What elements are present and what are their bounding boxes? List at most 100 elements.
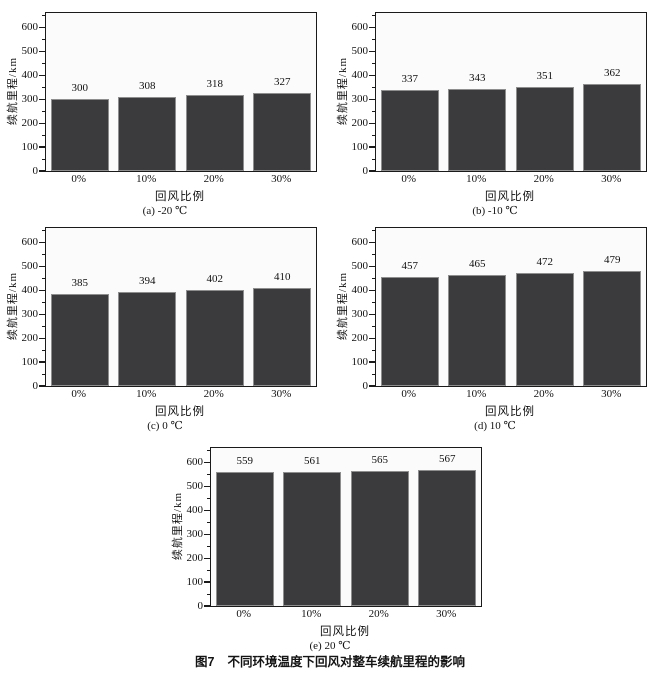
bar-value-label: 465	[469, 257, 486, 270]
y-major-tick	[369, 289, 376, 291]
bar	[253, 287, 312, 386]
subplot-b: 续航里程/km 0 100 200 300 400 500 600 337 343 351 362 …	[330, 2, 660, 217]
y-tick-label: 200	[186, 552, 204, 565]
y-major-tick	[369, 122, 376, 124]
x-axis-label: 回风比例	[155, 191, 205, 203]
y-major-tick	[39, 146, 46, 148]
subplot-d: 续航里程/km 0 100 200 300 400 500 600 457 465 472 479 …	[330, 217, 660, 432]
y-tick-label: 0	[362, 165, 369, 177]
bar	[283, 471, 342, 606]
subplot-caption: (c) 0 ℃	[147, 420, 183, 432]
bar-value-label: 343	[469, 71, 486, 84]
y-minor-tick	[42, 158, 46, 160]
x-tick-label: 10%	[466, 388, 487, 400]
y-minor-tick	[207, 593, 211, 595]
bar	[350, 470, 409, 606]
x-tick-label: 0%	[71, 388, 87, 400]
subplot-a: 续航里程/km 0 100 200 300 400 500 600 300 308 318 327 …	[0, 2, 330, 217]
bar-value-label: 561	[304, 454, 321, 467]
y-major-tick	[39, 313, 46, 315]
y-tick-label: 500	[351, 260, 369, 273]
y-tick-label: 600	[21, 236, 39, 249]
bar	[380, 276, 439, 386]
y-major-tick	[204, 461, 211, 464]
y-minor-tick	[372, 110, 376, 112]
y-tick-label: 400	[351, 284, 369, 297]
y-minor-tick	[207, 521, 211, 523]
x-tick-labels: 0% 10% 20% 30%	[45, 173, 315, 187]
subplot-e: 续航里程/km 0 100 200 300 400 500 600 559 561 565 567 …	[165, 437, 495, 652]
subplot-caption: (b) -10 ℃	[472, 205, 518, 217]
x-tick-label: 30%	[436, 608, 457, 620]
x-tick-labels: 0% 10% 20% 30%	[375, 173, 645, 187]
x-tick-label: 30%	[601, 173, 622, 185]
x-tick-labels: 0% 10% 20% 30%	[210, 608, 480, 622]
y-major-tick	[204, 509, 211, 511]
y-minor-tick	[372, 62, 376, 64]
y-minor-tick	[42, 301, 46, 303]
y-minor-tick	[42, 277, 46, 279]
y-tick-label: 300	[186, 528, 204, 541]
bar	[50, 99, 109, 171]
bar-value-label: 318	[206, 77, 224, 90]
y-minor-tick	[372, 38, 376, 40]
x-tick-label: 20%	[203, 388, 224, 400]
y-minor-tick	[42, 253, 46, 255]
y-major-tick	[204, 581, 211, 583]
y-major-tick	[39, 265, 46, 267]
y-minor-tick	[207, 473, 211, 475]
subplot-caption: (a) -20 ℃	[142, 205, 188, 217]
y-minor-tick	[372, 373, 376, 375]
bar-value-label: 300	[71, 82, 89, 95]
bar	[515, 86, 574, 171]
y-minor-tick	[42, 349, 46, 351]
x-tick-label: 0%	[71, 173, 87, 185]
y-tick-label: 500	[186, 480, 204, 493]
bar-value-label: 559	[236, 455, 254, 468]
bar	[515, 273, 574, 386]
y-tick-label: 500	[351, 45, 369, 58]
y-minor-tick	[207, 449, 211, 451]
y-major-tick	[39, 26, 46, 29]
y-minor-tick	[207, 569, 211, 571]
y-minor-tick	[42, 110, 46, 112]
y-tick-label: 500	[21, 260, 39, 273]
x-axis-label: 回风比例	[485, 406, 535, 418]
bar-value-label: 308	[139, 80, 156, 93]
y-tick-label: 400	[186, 504, 204, 517]
y-major-tick	[369, 241, 376, 244]
x-tick-label: 30%	[271, 388, 292, 400]
y-major-tick	[369, 170, 376, 172]
y-minor-tick	[42, 229, 46, 231]
x-tick-label: 20%	[533, 388, 554, 400]
y-tick-label: 0	[32, 380, 39, 392]
y-tick-label: 400	[351, 69, 369, 82]
plot-area: 0 100 200 300 400 500 600 385 394 402 410	[22, 227, 317, 392]
bar	[185, 289, 244, 386]
y-minor-tick	[372, 229, 376, 231]
y-minor-tick	[372, 349, 376, 351]
bar-value-label: 457	[401, 259, 419, 272]
bar-value-label: 402	[206, 272, 224, 285]
bar	[118, 291, 177, 386]
y-minor-tick	[372, 277, 376, 279]
x-tick-label: 0%	[236, 608, 252, 620]
y-major-tick	[39, 98, 46, 100]
y-major-tick	[39, 337, 46, 339]
y-minor-tick	[372, 253, 376, 255]
x-axis-label: 回风比例	[155, 406, 205, 418]
y-major-tick	[39, 241, 46, 244]
y-minor-tick	[207, 497, 211, 499]
y-minor-tick	[207, 545, 211, 547]
y-tick-label: 100	[21, 141, 39, 154]
y-minor-tick	[372, 14, 376, 16]
y-tick-label: 600	[351, 21, 369, 34]
y-tick-label: 100	[21, 356, 39, 369]
y-tick-label: 200	[351, 117, 369, 130]
y-major-tick	[39, 74, 46, 76]
bar	[418, 470, 477, 606]
y-minor-tick	[42, 14, 46, 16]
y-major-tick	[369, 50, 376, 52]
x-tick-label: 10%	[301, 608, 322, 620]
